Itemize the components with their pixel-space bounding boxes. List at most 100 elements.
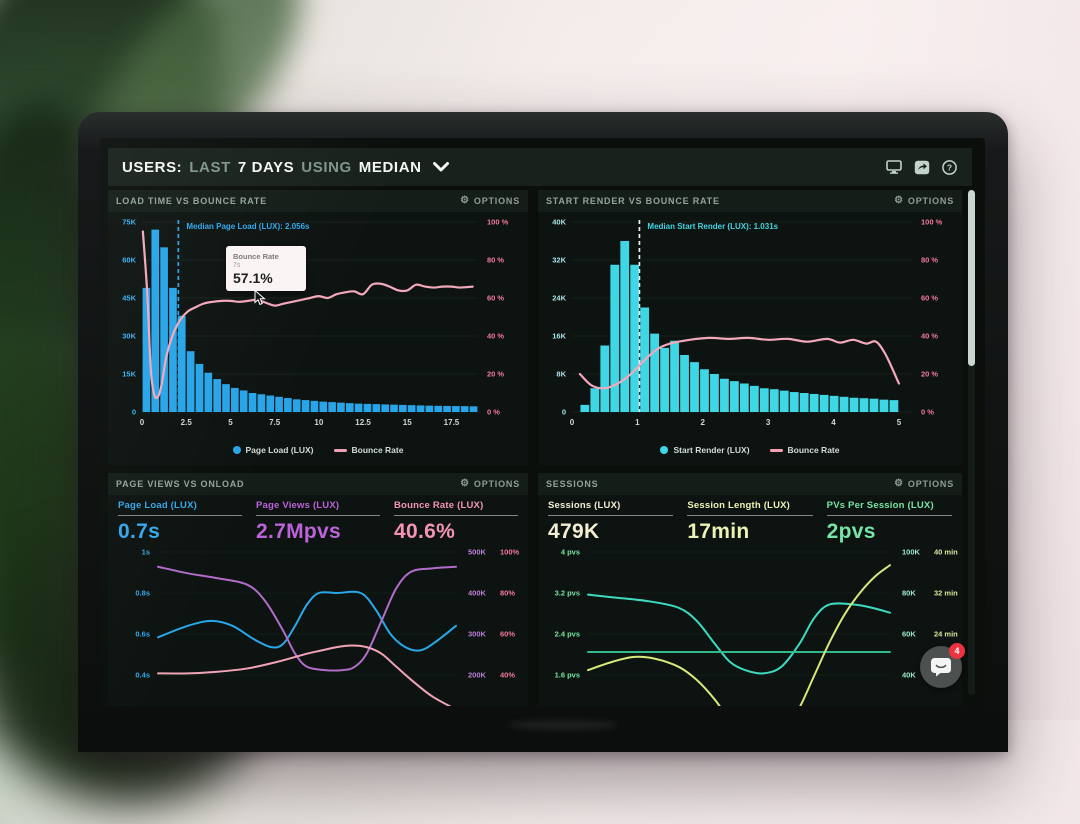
panel-sessions: SESSIONS ⚙ OPTIONS Sessions (LUX) 479K Se… — [538, 473, 962, 706]
metric-value: 479K — [548, 520, 600, 543]
panel-title: PAGE VIEWS VS ONLOAD — [116, 479, 245, 489]
svg-text:5: 5 — [897, 418, 902, 427]
share-icon[interactable] — [913, 159, 930, 176]
legend-line-icon — [333, 448, 347, 452]
svg-text:100K: 100K — [902, 548, 921, 557]
svg-text:80K: 80K — [902, 589, 916, 598]
svg-text:4 pvs: 4 pvs — [561, 548, 580, 557]
options-button[interactable]: ⚙ OPTIONS — [894, 195, 954, 207]
svg-text:60K: 60K — [902, 630, 916, 639]
panel-title: SESSIONS — [546, 479, 599, 489]
chart-tooltip: Bounce Rate 7s 57.1% — [226, 246, 306, 291]
svg-text:100 %: 100 % — [921, 218, 943, 227]
svg-text:0.8s: 0.8s — [135, 589, 150, 598]
svg-text:60%: 60% — [500, 630, 515, 639]
svg-text:5: 5 — [228, 418, 233, 427]
svg-text:80 %: 80 % — [487, 256, 504, 265]
svg-text:2: 2 — [701, 418, 706, 427]
metric-label: Bounce Rate (LUX) — [394, 500, 484, 511]
chart-legend: Page Load (LUX) Bounce Rate — [108, 445, 528, 455]
laptop-bezel: USERS: LAST 7 DAYS USING MEDIAN — [78, 112, 1008, 752]
metric-value: 2pvs — [826, 520, 876, 543]
svg-text:10: 10 — [314, 418, 323, 427]
metric-pvs-per-session: PVs Per Session (LUX) 2pvs — [826, 500, 952, 544]
mouse-cursor-icon — [254, 290, 266, 306]
svg-text:0 %: 0 % — [487, 408, 500, 417]
svg-text:75K: 75K — [122, 218, 136, 227]
dashboard-header: USERS: LAST 7 DAYS USING MEDIAN — [108, 148, 972, 186]
start-render-chart[interactable]: 0 % 20 % 40 % 60 % 80 % 100 % 0 8K 16K 24K 32K 40K M… — [538, 212, 962, 444]
legend-item: Page Load (LUX) — [232, 445, 314, 455]
help-icon[interactable]: ? — [941, 159, 958, 176]
scrollbar-track[interactable] — [968, 190, 975, 695]
gear-icon: ⚙ — [894, 195, 904, 206]
svg-text:40 %: 40 % — [921, 332, 938, 341]
svg-text:32K: 32K — [552, 256, 566, 265]
gear-icon: ⚙ — [460, 478, 470, 489]
metric-value: 17min — [687, 520, 750, 543]
metric-label: Sessions (LUX) — [548, 500, 621, 511]
chat-widget-button[interactable]: 4 — [920, 643, 965, 688]
legend-item: Bounce Rate — [333, 445, 403, 455]
svg-text:2.4 pvs: 2.4 pvs — [555, 630, 580, 639]
options-button[interactable]: ⚙ OPTIONS — [460, 478, 520, 490]
title-part: LAST — [189, 158, 231, 176]
svg-text:7.5: 7.5 — [269, 418, 281, 427]
metrics-row: Page Load (LUX) 0.7s Page Views (LUX) 2.… — [108, 495, 528, 544]
svg-text:1s: 1s — [142, 548, 150, 557]
metric-value: 2.7Mpvs — [256, 520, 341, 543]
svg-text:20 %: 20 % — [487, 370, 504, 379]
svg-text:24 min: 24 min — [934, 630, 958, 639]
legend-item: Bounce Rate — [769, 445, 840, 455]
svg-text:1.6 pvs: 1.6 pvs — [555, 671, 580, 680]
svg-text:80 %: 80 % — [921, 256, 938, 265]
options-button[interactable]: ⚙ OPTIONS — [460, 195, 520, 207]
svg-text:0 %: 0 % — [921, 408, 934, 417]
svg-text:32 min: 32 min — [934, 589, 958, 598]
load-time-chart[interactable]: 0 % 20 % 40 % 60 % 80 % 100 % 0 15K 30K 45K 60K 75K… — [108, 212, 528, 444]
bezel-logo-smudge — [508, 720, 618, 730]
svg-text:40 %: 40 % — [487, 332, 504, 341]
svg-text:24K: 24K — [552, 294, 566, 303]
svg-text:3: 3 — [766, 418, 771, 427]
metric-label: Page Views (LUX) — [256, 500, 340, 511]
svg-text:0.6s: 0.6s — [135, 630, 150, 639]
svg-text:4: 4 — [831, 418, 836, 427]
chat-bubble-icon — [931, 658, 951, 677]
metric-label: Page Load (LUX) — [118, 500, 198, 511]
svg-text:40K: 40K — [552, 218, 566, 227]
svg-text:16K: 16K — [552, 332, 566, 341]
dashboard-screen: USERS: LAST 7 DAYS USING MEDIAN — [100, 138, 985, 706]
sessions-chart[interactable]: 4 pvs 100K 40 min 3.2 pvs 80K 32 min 2.4 pvs 60… — [538, 544, 962, 706]
title-part: USING — [301, 158, 352, 176]
timeframe-dropdown[interactable]: USERS: LAST 7 DAYS USING MEDIAN — [122, 159, 449, 176]
gear-icon: ⚙ — [894, 478, 904, 489]
options-button[interactable]: ⚙ OPTIONS — [894, 478, 954, 490]
chat-unread-badge: 4 — [949, 643, 965, 659]
svg-text:12.5: 12.5 — [355, 418, 371, 427]
display-icon[interactable] — [885, 159, 902, 176]
metric-bounce-rate: Bounce Rate (LUX) 40.6% — [394, 500, 518, 544]
page-views-chart[interactable]: 1s 500K 100% 0.8s 400K 80% 0.6s 300K 60% 0.4s 200K… — [108, 544, 528, 706]
scrollbar-thumb[interactable] — [968, 190, 975, 366]
svg-text:60 %: 60 % — [921, 294, 938, 303]
svg-text:15K: 15K — [122, 370, 136, 379]
svg-text:45K: 45K — [122, 294, 136, 303]
legend-dot-icon — [660, 446, 669, 454]
svg-text:Median Page Load (LUX): 2.056s: Median Page Load (LUX): 2.056s — [186, 222, 310, 231]
svg-text:17.5: 17.5 — [444, 418, 460, 427]
svg-text:3.2 pvs: 3.2 pvs — [555, 589, 580, 598]
tooltip-subtitle: 7s — [233, 262, 241, 269]
metric-sessions: Sessions (LUX) 479K — [548, 500, 674, 544]
chevron-down-icon — [432, 162, 449, 172]
svg-text:60 %: 60 % — [487, 294, 504, 303]
svg-text:0: 0 — [562, 408, 566, 417]
metric-page-load: Page Load (LUX) 0.7s — [118, 500, 242, 544]
svg-text:0: 0 — [140, 418, 145, 427]
metric-label: Session Length (LUX) — [687, 500, 791, 511]
svg-text:100%: 100% — [500, 548, 520, 557]
svg-text:Median Start Render (LUX): 1.0: Median Start Render (LUX): 1.031s — [647, 222, 778, 231]
legend-item: Start Render (LUX) — [660, 445, 750, 455]
tooltip-title: Bounce Rate — [233, 252, 279, 261]
